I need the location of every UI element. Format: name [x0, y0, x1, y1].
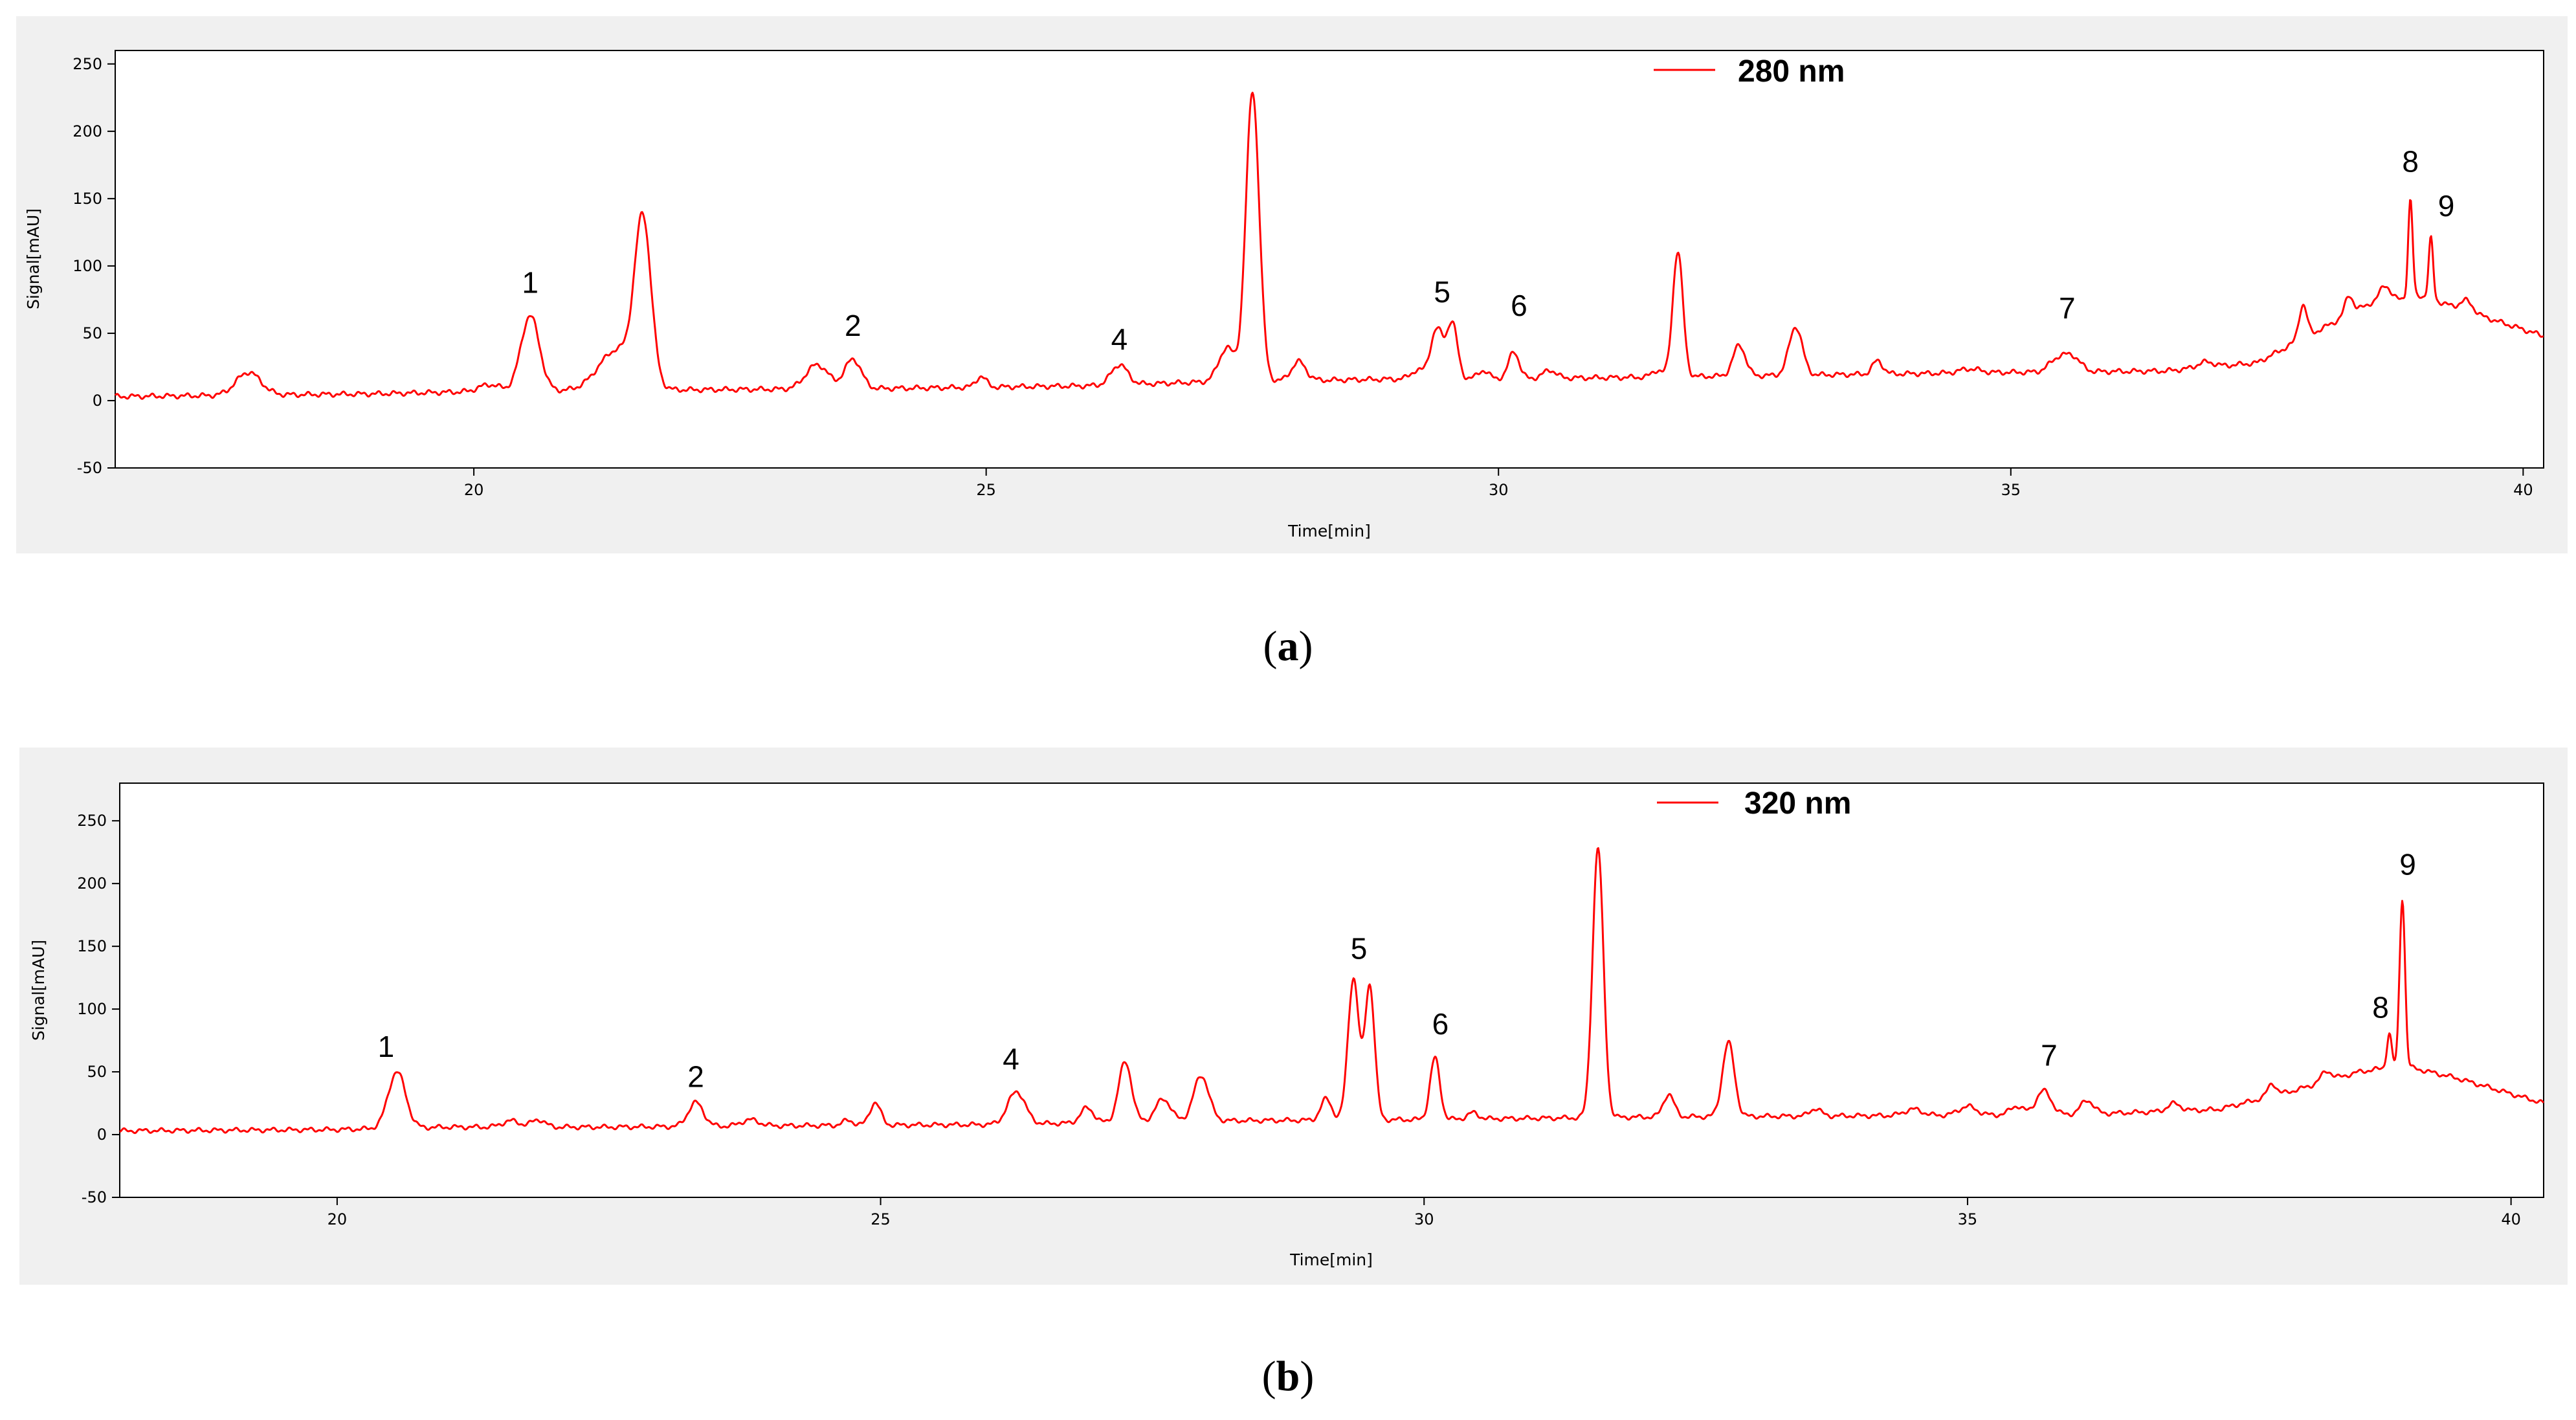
- x-tick-label: 25: [976, 481, 996, 499]
- peak-label-5: 5: [1351, 932, 1368, 966]
- caption-b-open: (: [1262, 1353, 1276, 1400]
- caption-b-letter: b: [1276, 1353, 1300, 1400]
- panel-b-xlabel: Time[min]: [1289, 1250, 1373, 1269]
- peak-label-9: 9: [2399, 848, 2416, 882]
- y-tick-label: 250: [72, 55, 102, 73]
- panel-a-series-280nm: [114, 91, 2544, 400]
- y-tick-label: 0: [93, 392, 102, 410]
- y-tick-label: 200: [72, 122, 102, 140]
- panel-b-y-ticks: -50 0 50 100 150 200 250: [77, 812, 120, 1206]
- panel-b-x-ticks: 20 25 30 35 40: [328, 1197, 2521, 1228]
- peak-label-7: 7: [2059, 291, 2076, 325]
- caption-b-close: ): [1300, 1353, 1314, 1400]
- panel-b-series-320nm: [119, 847, 2545, 1135]
- caption-a-open: (: [1263, 623, 1278, 670]
- x-tick-label: 40: [2513, 481, 2533, 499]
- peak-label-2: 2: [687, 1059, 704, 1093]
- y-tick-label: -50: [77, 459, 102, 477]
- panel-b-legend-label: 320 nm: [1744, 786, 1851, 821]
- y-tick-label: 150: [77, 937, 107, 955]
- y-tick-label: 150: [72, 190, 102, 208]
- panel-a-legend-label: 280 nm: [1738, 54, 1845, 89]
- peak-label-1: 1: [522, 266, 539, 300]
- y-tick-label: 100: [72, 257, 102, 275]
- y-tick-label: 0: [97, 1126, 107, 1144]
- panel-b: -50 0 50 100 150 200 250 20 25 30 35 40 1 2 4 5 6 7 8 9 3…: [19, 748, 2568, 1285]
- caption-a-letter: a: [1278, 623, 1299, 670]
- svg-text:(a): (a): [1263, 623, 1313, 670]
- peak-label-7: 7: [2041, 1038, 2058, 1072]
- y-tick-label: 200: [77, 874, 107, 893]
- panel-b-peak-labels: 1 2 4 5 6 7 8 9: [378, 848, 2416, 1094]
- x-tick-label: 40: [2501, 1210, 2521, 1228]
- x-tick-label: 25: [871, 1210, 891, 1228]
- panel-b-plot-area: [119, 782, 2544, 1198]
- panel-a-y-ticks: -50 0 50 100 150 200 250: [72, 55, 115, 477]
- x-tick-label: 30: [1414, 1210, 1434, 1228]
- peak-label-4: 4: [1111, 322, 1128, 356]
- x-tick-label: 35: [2001, 481, 2021, 499]
- peak-label-6: 6: [1432, 1007, 1449, 1041]
- peak-label-8: 8: [2402, 144, 2419, 178]
- caption-a: (a): [1263, 623, 1313, 670]
- x-tick-label: 20: [464, 481, 484, 499]
- y-tick-label: 50: [82, 324, 102, 342]
- peak-label-8: 8: [2372, 991, 2389, 1025]
- panel-a-peak-labels: 1 2 4 5 6 7 89: [522, 144, 2454, 356]
- x-tick-label: 35: [1958, 1210, 1978, 1228]
- panel-a-ylabel: Signal[mAU]: [24, 208, 43, 309]
- peak-label-5: 5: [1434, 275, 1450, 309]
- panel-a-x-ticks: 20 25 30 35 40: [464, 468, 2533, 499]
- peak-label-6: 6: [1511, 289, 1527, 322]
- peak-label-1: 1: [378, 1030, 395, 1063]
- y-tick-label: 250: [77, 812, 107, 830]
- x-tick-label: 20: [328, 1210, 348, 1228]
- y-tick-label: 50: [87, 1063, 107, 1081]
- x-tick-label: 30: [1489, 481, 1509, 499]
- panel-a-plot-area: [115, 50, 2544, 469]
- svg-text:(b): (b): [1262, 1353, 1315, 1400]
- y-tick-label: 100: [77, 1000, 107, 1018]
- peak-label-4: 4: [1003, 1042, 1019, 1076]
- caption-b: (b): [1262, 1353, 1315, 1400]
- peak-label-2: 2: [845, 309, 861, 342]
- y-tick-label: -50: [82, 1188, 107, 1206]
- caption-a-close: ): [1299, 623, 1313, 670]
- panel-a: -50 0 50 100 150 200 250 20 25 30 35 40 1 2 4 5 6 7 89 2…: [16, 16, 2568, 553]
- panel-a-xlabel: Time[min]: [1287, 522, 1371, 540]
- peak-label-9: 9: [2438, 189, 2455, 223]
- panel-b-ylabel: Signal[mAU]: [29, 940, 48, 1041]
